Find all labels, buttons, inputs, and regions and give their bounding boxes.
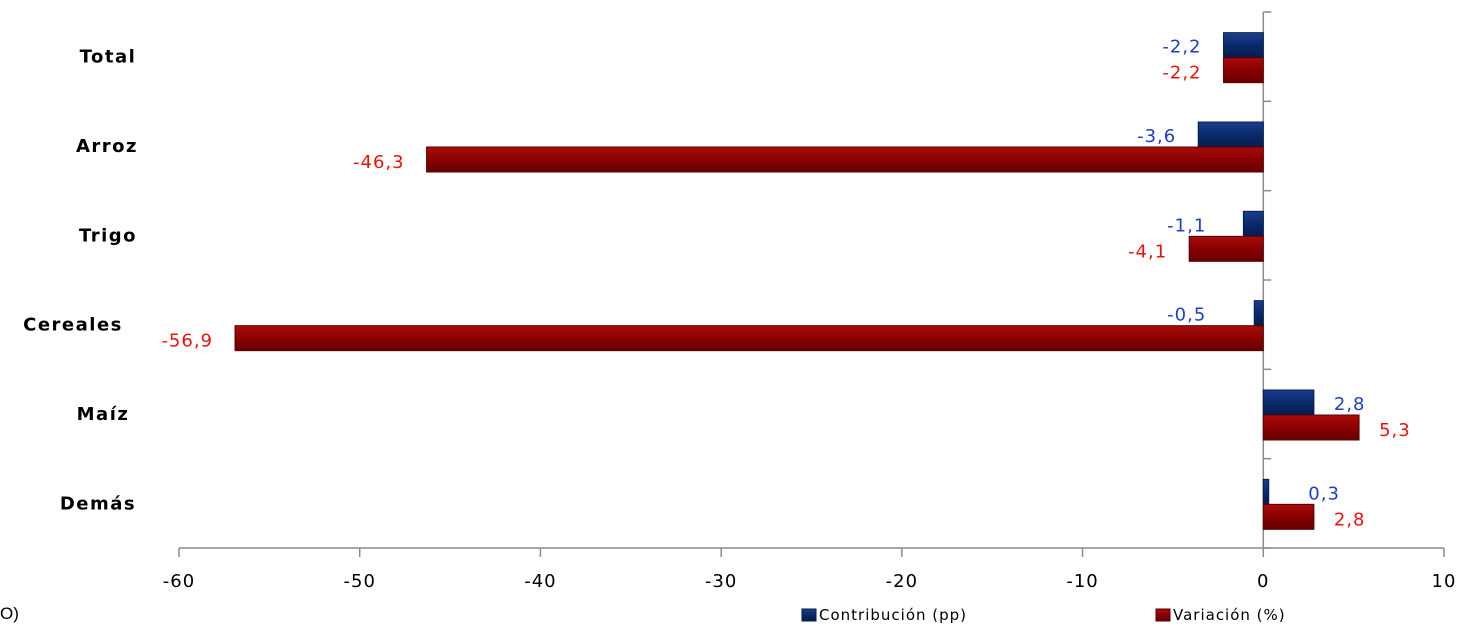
x-tick-label: -40 <box>524 571 556 592</box>
x-tick-label: 0 <box>1257 571 1269 592</box>
data-label-contribucion: -2,2 <box>1162 37 1201 58</box>
data-label-variacion: 5,3 <box>1379 420 1411 441</box>
legend: Contribución (pp) Variación (%) <box>801 606 1286 624</box>
category-label: Maíz <box>77 404 130 425</box>
data-label-variacion: -46,3 <box>353 152 405 173</box>
data-label-variacion: 2,8 <box>1334 509 1366 530</box>
data-label-contribucion: -0,5 <box>1167 305 1206 326</box>
data-label-contribucion: -3,6 <box>1137 126 1176 147</box>
data-label-variacion: -2,2 <box>1162 63 1201 84</box>
bar-contribucion <box>1262 478 1270 505</box>
bars <box>234 32 1360 530</box>
bar-variacion <box>1188 235 1264 262</box>
legend-swatch-variacion <box>1155 608 1171 622</box>
bar-variacion <box>426 146 1264 173</box>
data-label-contribucion: -1,1 <box>1167 215 1206 236</box>
category-label: Total <box>80 47 137 68</box>
x-tick-label: -60 <box>163 571 195 592</box>
stray-text: O) <box>0 604 19 623</box>
bar-variacion <box>1262 414 1360 441</box>
bar-contribucion <box>1242 210 1264 237</box>
bar-contribucion <box>1223 32 1264 59</box>
x-tick-label: -50 <box>344 571 376 592</box>
x-tick-label: -10 <box>1066 571 1098 592</box>
x-tick-label: -30 <box>705 571 737 592</box>
category-label: Arroz <box>76 136 138 157</box>
legend-label-contribucion: Contribución (pp) <box>819 606 967 624</box>
data-label-variacion: -56,9 <box>161 331 213 352</box>
x-tick-label: 10 <box>1432 571 1457 592</box>
data-label-contribucion: 0,3 <box>1308 483 1340 504</box>
legend-swatch-contribucion <box>801 608 817 622</box>
category-label: Trigo <box>79 225 137 246</box>
data-label-variacion: -4,1 <box>1128 241 1167 262</box>
bar-contribucion <box>1197 121 1264 148</box>
axes: -60 -50 -40 -30 -20 -10 0 10 Total Arroz Trigo Cere… <box>23 11 1457 592</box>
bar-variacion <box>1223 57 1264 84</box>
x-tick-label: -20 <box>886 571 918 592</box>
category-label: Cereales <box>23 315 123 336</box>
bar-variacion <box>234 325 1264 352</box>
bar-contribucion <box>1262 389 1315 416</box>
data-label-contribucion: 2,8 <box>1334 394 1366 415</box>
bar-variacion <box>1262 503 1315 530</box>
category-label: Demás <box>60 493 136 514</box>
legend-label-variacion: Variación (%) <box>1173 606 1286 624</box>
bar-contribucion <box>1253 300 1264 327</box>
labels: -2,2 -2,2 -3,6 -46,3 -1,1-4,1 -0,5 -56,9 2,8 5,3… <box>161 37 1411 531</box>
